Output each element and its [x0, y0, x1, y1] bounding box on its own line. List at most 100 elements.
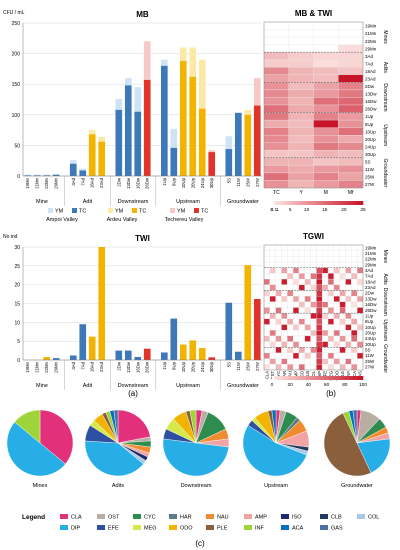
heatmap-cell — [339, 250, 346, 257]
scale-segment — [360, 376, 364, 380]
heatmap-cell — [269, 324, 276, 331]
heatmap-cell — [338, 172, 364, 181]
heatmap-cell — [313, 89, 339, 98]
heatmap-cell — [281, 261, 288, 268]
heatmap-cell — [327, 256, 335, 263]
heatmap-cell — [292, 290, 300, 297]
legend-label: ODO — [180, 526, 193, 532]
scale-segment — [290, 376, 293, 380]
heatmap-cell — [351, 301, 358, 308]
x-tick-label: 10Up — [181, 177, 186, 188]
scale-tick-label: 25 — [360, 207, 366, 213]
legend-label: TC — [201, 209, 208, 215]
heatmap-cell — [322, 358, 329, 365]
heatmap-cell — [275, 301, 282, 308]
column-label: M — [324, 190, 328, 196]
legend-label: PLE — [217, 526, 228, 532]
heatmap-cell — [304, 278, 311, 285]
scale-tick-label: 0 — [271, 382, 274, 388]
heatmap-cell — [333, 301, 340, 308]
row-label: 29Mn — [365, 262, 377, 267]
column-label: NAU — [288, 371, 293, 380]
column-label: CYC — [276, 371, 281, 380]
y-axis-label: No ind — [3, 234, 18, 240]
heatmap-cell — [357, 352, 364, 359]
x-tick-label: 21Mn — [35, 361, 40, 372]
heatmap-cell — [288, 172, 314, 181]
x-tick-label: 3Ad — [71, 177, 76, 185]
heatmap-cell — [275, 341, 282, 348]
bar — [79, 324, 87, 360]
heatmap-cell — [357, 318, 364, 325]
heatmap-cell — [304, 307, 311, 314]
row-label: 24Up — [365, 336, 376, 341]
heatmap-cell — [292, 256, 300, 263]
bar-tc — [244, 114, 252, 176]
heatmap-cell — [304, 267, 311, 274]
heatmap-cell — [275, 324, 282, 331]
scale-segment — [324, 201, 327, 205]
heatmap-cell — [357, 358, 364, 365]
heatmap-cell — [322, 307, 329, 314]
heatmap-cell — [351, 267, 358, 274]
heatmap-cell — [298, 261, 305, 268]
bar — [225, 302, 233, 360]
group-label: Downstream — [118, 199, 149, 205]
heatmap-cell — [333, 324, 340, 331]
heatmap-cell — [351, 295, 358, 302]
heatmap-cell — [338, 29, 364, 38]
heatmap-cell — [263, 180, 289, 189]
heatmap-cell — [351, 290, 358, 297]
heatmap-cell — [310, 358, 317, 365]
heatmap-cell — [298, 341, 305, 348]
heatmap-cell — [263, 104, 289, 113]
heatmap-cell — [298, 301, 305, 308]
heatmap-cell — [339, 307, 346, 314]
heatmap-cell — [281, 284, 288, 291]
heatmap-cell — [292, 335, 300, 342]
column-label: OST — [270, 371, 275, 380]
x-tick-label: 3Ad — [71, 361, 76, 369]
heatmap-title: TGWI — [303, 232, 324, 241]
column-label: CLB — [305, 371, 310, 379]
bar — [88, 336, 96, 360]
heatmap-cell — [288, 119, 314, 128]
heatmap-cell — [310, 347, 317, 354]
row-label: 2Dw — [365, 291, 375, 296]
heatmap-cell — [322, 267, 329, 274]
heatmap-cell — [298, 335, 305, 342]
group-label: Adits — [382, 62, 388, 74]
scale-segment — [356, 201, 359, 205]
heatmap-cell — [316, 256, 323, 263]
group-label: Adit — [83, 383, 93, 389]
heatmap-cell — [357, 301, 364, 308]
scale-segment — [290, 201, 293, 205]
heatmap-cell — [322, 290, 329, 297]
heatmap-cell — [351, 335, 358, 342]
legend-swatch — [97, 525, 105, 530]
heatmap-cell — [269, 341, 276, 348]
heatmap-cell — [333, 284, 340, 291]
group-label: Groundwater — [382, 344, 388, 373]
column-label: COL — [311, 370, 316, 379]
heatmap-cell — [327, 352, 335, 359]
group-label: Mine — [36, 199, 48, 205]
scale-segment — [278, 376, 282, 380]
heatmap-cell — [313, 82, 339, 91]
heatmap-cell — [287, 318, 294, 325]
y-tick-label: 10 — [14, 320, 20, 326]
heatmap-cell — [281, 324, 288, 331]
scale-segment — [274, 376, 277, 380]
heatmap-cell — [298, 347, 305, 354]
scale-segment — [326, 201, 330, 205]
chart-title: MB — [136, 10, 149, 19]
pie-slice — [14, 409, 41, 444]
x-tick-label: 11W — [236, 361, 241, 370]
heatmap-cell — [316, 273, 323, 280]
heatmap-cell — [287, 284, 294, 291]
heatmap-cell — [310, 267, 317, 274]
heatmap-cell — [298, 318, 305, 325]
heatmap-cell — [316, 313, 323, 320]
heatmap-cell — [351, 273, 358, 280]
heatmap-cell — [269, 267, 276, 274]
